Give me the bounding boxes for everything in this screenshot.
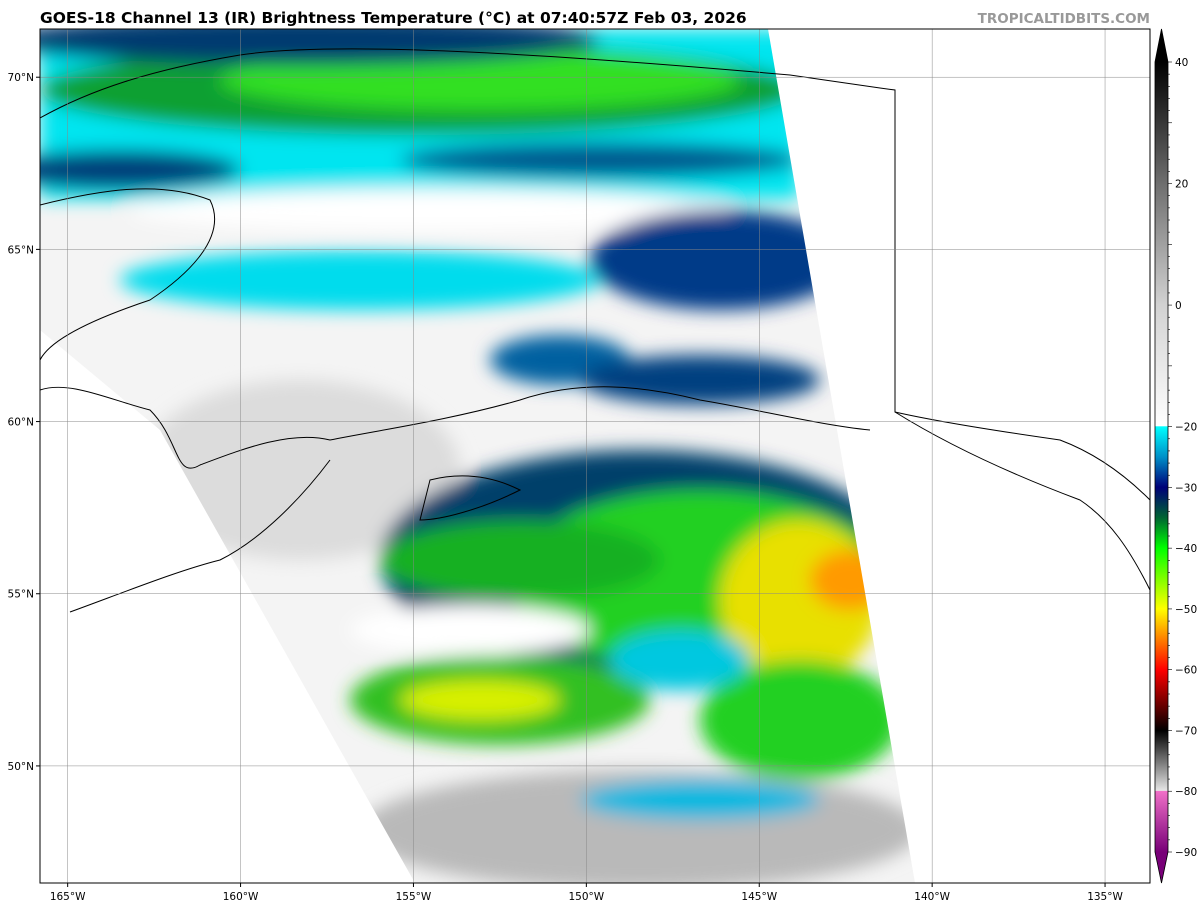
colorbar-tick-label: −80 <box>1175 786 1197 798</box>
lat-tick-label: 50°N <box>8 761 34 773</box>
colorbar-tick-label: 0 <box>1175 300 1182 312</box>
coastlines <box>40 48 1150 613</box>
lat-tick-label: 65°N <box>8 244 34 256</box>
lat-tick-label: 60°N <box>8 417 34 429</box>
colorbar-tick-label: −40 <box>1175 543 1197 555</box>
colorbar-tick-label: −60 <box>1175 665 1197 677</box>
colorbar-tick-label: −30 <box>1175 482 1197 494</box>
colorbar: 40 20 0 −20 −30 −40 −50 −60 −70 −80 −90 <box>1154 28 1197 884</box>
ir-imagery-swath <box>40 29 915 883</box>
colorbar-tick-label: −70 <box>1175 725 1197 737</box>
colorbar-tick-label: 20 <box>1175 179 1188 191</box>
colorbar-max-arrow <box>1155 29 1168 62</box>
graticule <box>40 29 1150 883</box>
lon-tick-label: 160°W <box>223 891 259 903</box>
lon-tick-label: 150°W <box>569 891 605 903</box>
lon-tick-label: 135°W <box>1087 891 1123 903</box>
map-title: GOES-18 Channel 13 (IR) Brightness Tempe… <box>40 9 747 27</box>
colorbar-gradient <box>1155 62 1168 852</box>
axis-ticks: 165°W 160°W 155°W 150°W 145°W 140°W 135°W 70°N 6… <box>8 72 1124 903</box>
lon-tick-label: 155°W <box>396 891 432 903</box>
colorbar-min-arrow <box>1155 852 1168 883</box>
lon-tick-label: 165°W <box>50 891 86 903</box>
lat-tick-label: 70°N <box>8 72 34 84</box>
colorbar-tick-label: −90 <box>1175 847 1197 859</box>
lat-tick-label: 55°N <box>8 589 34 601</box>
colorbar-tick-label: 40 <box>1175 57 1188 69</box>
lon-tick-label: 145°W <box>741 891 777 903</box>
colorbar-tick-label: −50 <box>1175 604 1197 616</box>
colorbar-tick-label: −20 <box>1175 422 1197 434</box>
map-frame-content <box>40 29 1150 883</box>
lon-tick-label: 140°W <box>914 891 950 903</box>
brand-watermark: TROPICALTIDBITS.COM <box>977 11 1150 27</box>
map-border <box>39 28 1151 884</box>
